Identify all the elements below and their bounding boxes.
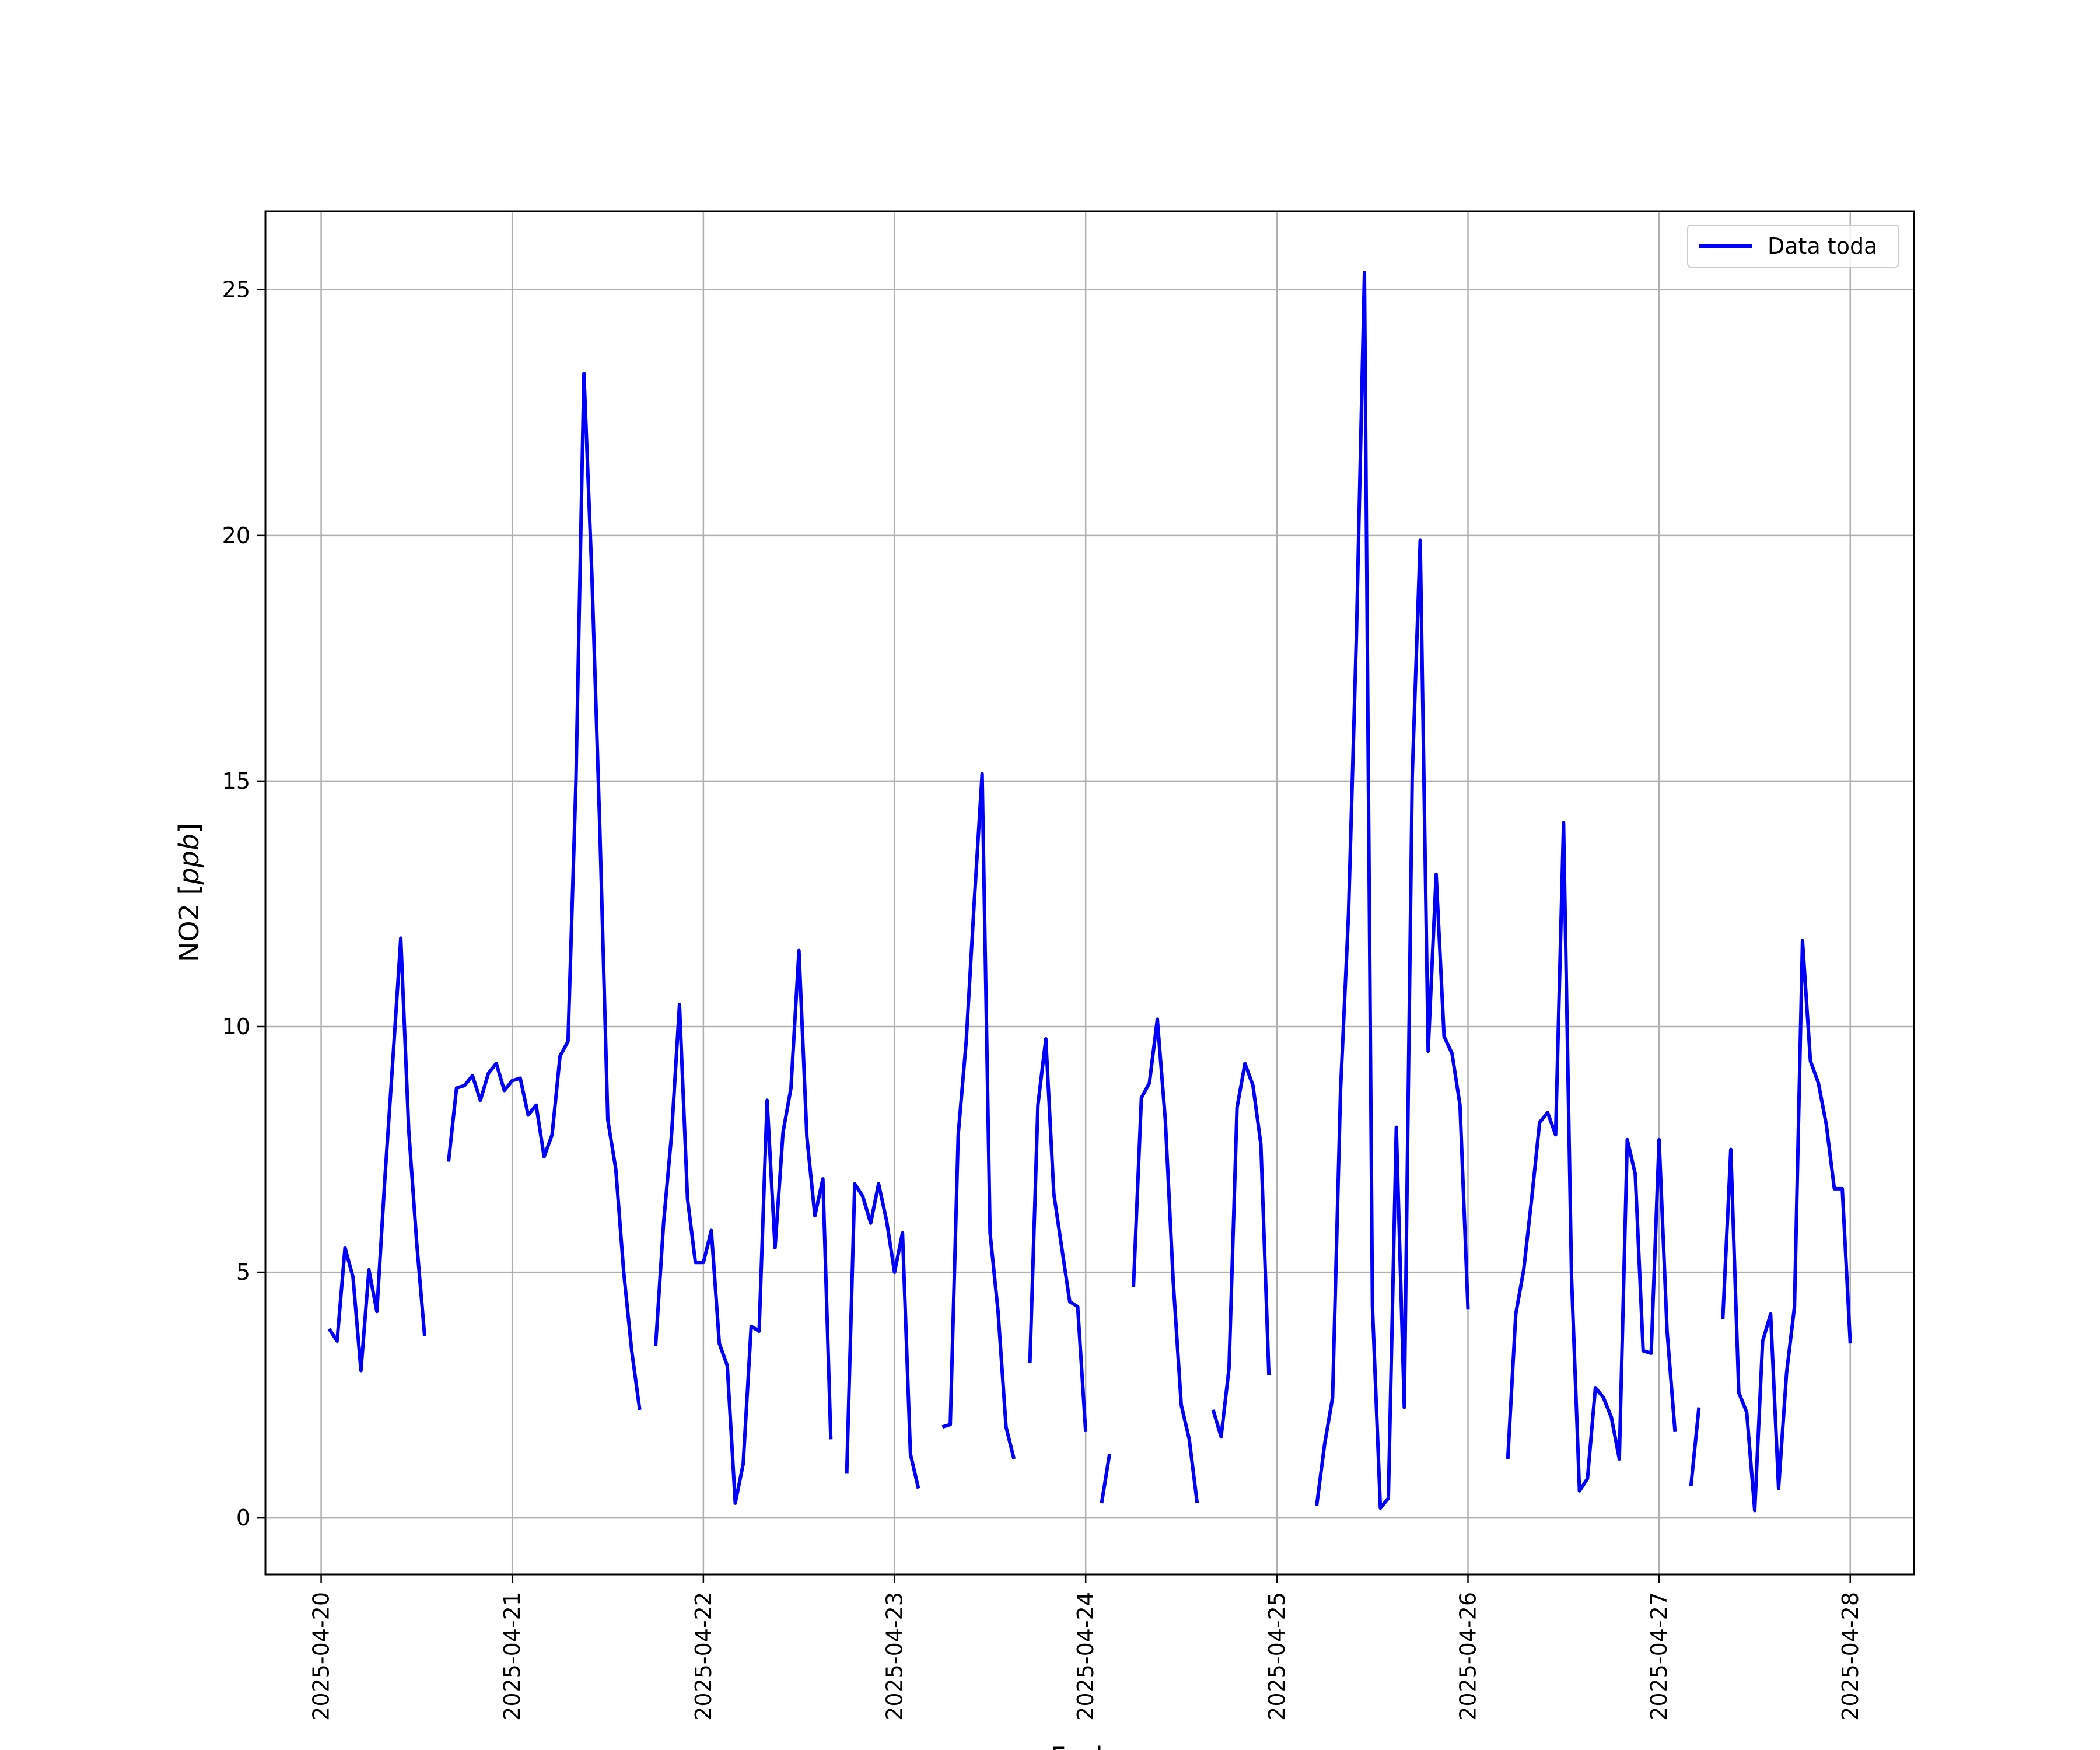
y-tick-label-2: 10 [222,1014,250,1040]
x-axis-ticks: 2025-04-20 2025-04-21 2025-04-22 2025-04-23… [309,1574,1863,1721]
x-tick-label-7: 2025-04-27 [1646,1592,1672,1721]
series-line-segment-1 [447,371,642,1410]
legend: Data toda [1687,225,1899,268]
series-line-segment-11 [1689,1407,1701,1486]
y-axis-title-unit: ppb [173,834,205,886]
series-line-segment-0 [327,936,426,1373]
legend-box [1687,225,1899,268]
y-axis-title: NO2 [ppb] [173,823,205,962]
x-tick-label-6: 2025-04-26 [1455,1592,1480,1721]
series-line-segment-9 [1315,271,1470,1510]
series-line-segment-5 [1028,1037,1088,1432]
series-line-segment-4 [942,772,1016,1460]
series-line-segment-6 [1100,1454,1112,1504]
series-line-segment-12 [1721,939,1852,1513]
x-tick-label-1: 2025-04-21 [499,1592,525,1721]
y-axis-ticks: 0 5 10 15 20 25 [222,277,265,1531]
y-axis-title-label: NO2 [ [173,885,205,962]
x-tick-label-0: 2025-04-20 [309,1592,334,1721]
plot-frame [264,210,1915,1576]
y-axis-title-close: ] [173,823,205,834]
series-line-segment-3 [845,1182,921,1489]
grid [265,211,1914,1574]
y-tick-label-4: 20 [222,523,250,548]
x-tick-label-2: 2025-04-22 [691,1592,716,1721]
x-axis-title: Fecha [1051,1741,1129,1750]
x-tick-label-4: 2025-04-24 [1073,1592,1098,1721]
series-line-segment-8 [1211,1062,1271,1439]
series-line-segment-7 [1132,1017,1199,1504]
legend-label: Data toda [1768,233,1877,259]
x-tick-label-3: 2025-04-23 [882,1592,908,1721]
y-tick-label-5: 25 [222,277,250,303]
y-tick-label-3: 15 [222,768,250,794]
series-line-segment-2 [654,949,833,1505]
x-tick-label-8: 2025-04-28 [1838,1592,1863,1721]
series-line-segment-10 [1506,821,1677,1493]
series-data-toda [327,271,1852,1513]
x-tick-label-5: 2025-04-25 [1264,1592,1290,1721]
y-tick-label-1: 5 [236,1259,250,1285]
y-tick-label-0: 0 [236,1505,250,1531]
